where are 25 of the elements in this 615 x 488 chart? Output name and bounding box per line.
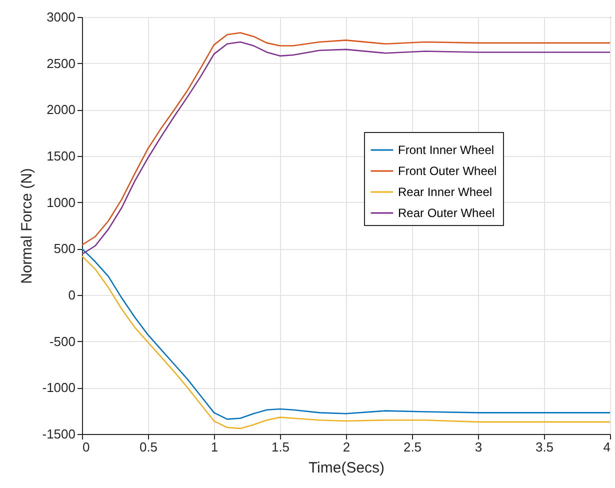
legend-label: Front Outer Wheel [398, 164, 497, 178]
y-tick-label: -1500 [42, 426, 76, 442]
y-tick-label: 2000 [46, 102, 76, 118]
legend-label: Front Inner Wheel [398, 143, 494, 157]
x-tick-label: 1 [210, 440, 218, 454]
x-tick-label: 4 [603, 440, 610, 454]
y-tick-label: -500 [49, 334, 76, 349]
x-tick-label: 2.5 [403, 440, 422, 454]
x-axis-title: Time(Secs) [308, 460, 385, 476]
legend-label: Rear Inner Wheel [398, 185, 492, 199]
y-tick-label: 2500 [46, 56, 76, 71]
x-tick-label: 3.5 [535, 440, 554, 454]
x-tick-label: 2 [342, 440, 350, 454]
legend-label: Rear Outer Wheel [398, 206, 495, 220]
x-tick-label: 0 [82, 440, 90, 454]
y-tick-label: 500 [54, 241, 76, 256]
x-tick-label: 1.5 [271, 440, 290, 454]
y-tick-label: 1000 [46, 194, 76, 210]
y-tick-label: -1000 [42, 380, 76, 396]
y-tick-label: 3000 [46, 10, 76, 24]
x-tick-label: 0.5 [139, 440, 158, 454]
y-tick-label: 0 [68, 288, 76, 302]
y-axis-title: Normal Force (N) [18, 168, 36, 284]
x-tick-label: 3 [474, 440, 482, 454]
y-tick-label: 1500 [46, 148, 76, 164]
